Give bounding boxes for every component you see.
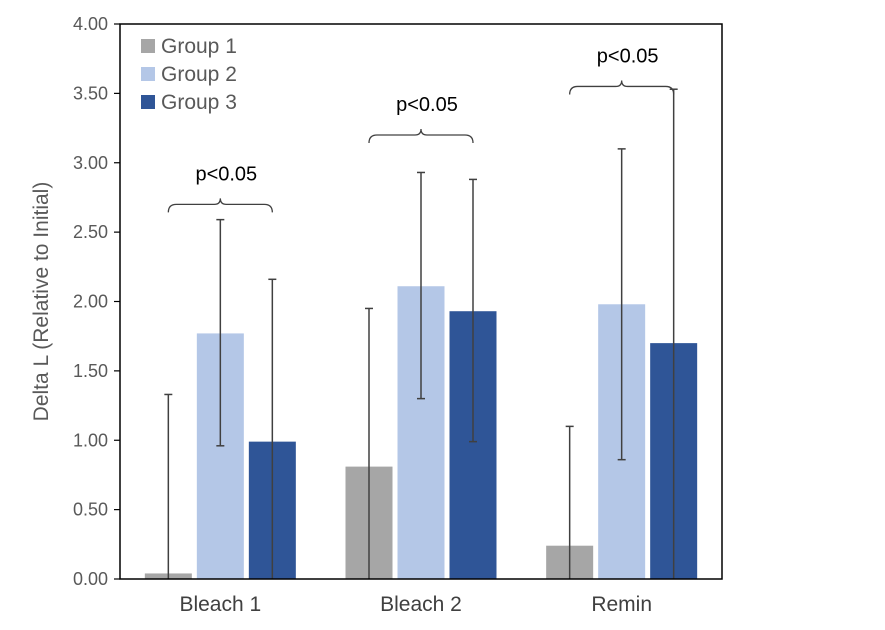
legend-label: Group 3	[161, 91, 237, 114]
x-category-label: Bleach 1	[179, 593, 261, 616]
significance-annotations: p<0.05 p<0.05 p<0.05	[167, 45, 675, 213]
y-axis-title: Delta L (Relative to Initial)	[30, 182, 53, 422]
y-tick-label: 0.00	[73, 569, 108, 589]
error-bars-layer	[164, 88, 678, 579]
y-axis-ticks: 0.00 0.50 1.00 1.50 2.00 2.50 3.00 3.50 4.00	[73, 14, 120, 589]
legend-swatch	[141, 95, 155, 109]
x-axis-labels: Bleach 1 Bleach 2 Remin	[179, 593, 652, 616]
y-tick-label: 2.00	[73, 292, 108, 312]
x-category-label: Remin	[591, 593, 652, 616]
legend-label: Group 1	[161, 35, 237, 58]
y-tick-label: 3.00	[73, 153, 108, 173]
legend-swatch	[141, 39, 155, 53]
significance-label: p<0.05	[195, 163, 257, 185]
legend: Group 1 Group 2 Group 3	[141, 35, 237, 114]
y-tick-label: 3.50	[73, 83, 108, 103]
significance-bracket	[167, 198, 273, 213]
significance-label: p<0.05	[396, 94, 458, 116]
significance-bracket	[569, 80, 675, 95]
significance-bracket	[368, 128, 474, 144]
legend-label: Group 2	[161, 63, 237, 86]
legend-swatch	[141, 67, 155, 81]
y-tick-label: 1.50	[73, 361, 108, 381]
x-category-label: Bleach 2	[380, 593, 462, 616]
y-tick-label: 4.00	[73, 14, 108, 34]
y-tick-label: 1.00	[73, 430, 108, 450]
y-tick-label: 0.50	[73, 500, 108, 520]
y-tick-label: 2.50	[73, 222, 108, 242]
significance-label: p<0.05	[597, 45, 659, 67]
